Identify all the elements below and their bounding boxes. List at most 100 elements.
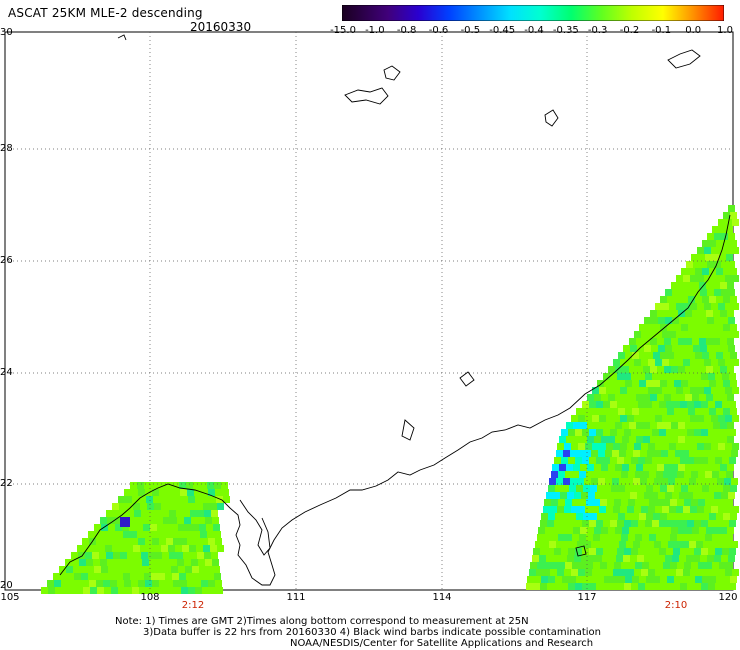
data-pixel xyxy=(645,548,652,555)
data-pixel xyxy=(713,464,720,471)
data-pixel xyxy=(656,562,663,569)
data-pixel xyxy=(585,415,592,422)
data-pixel xyxy=(700,317,707,324)
data-pixel xyxy=(548,513,555,520)
data-pixel xyxy=(706,527,713,534)
data-pixel xyxy=(628,499,635,506)
data-pixel xyxy=(114,517,121,524)
data-pixel xyxy=(555,513,562,520)
data-pixel xyxy=(600,562,607,569)
data-pixel xyxy=(662,387,669,394)
data-pixel xyxy=(141,510,148,517)
data-pixel xyxy=(206,524,213,531)
data-pixel xyxy=(138,538,145,545)
data-pixel xyxy=(634,415,641,422)
data-pixel xyxy=(721,345,728,352)
data-pixel xyxy=(664,310,671,317)
data-pixel xyxy=(717,478,724,485)
data-pixel xyxy=(718,415,725,422)
data-pixel xyxy=(629,422,636,429)
data-pixel xyxy=(191,559,198,566)
data-pixel xyxy=(151,573,158,580)
data-pixel xyxy=(615,366,622,373)
data-pixel xyxy=(121,559,128,566)
data-pixel xyxy=(680,548,687,555)
data-pixel xyxy=(680,520,687,527)
data-pixel xyxy=(594,422,601,429)
data-pixel xyxy=(715,373,722,380)
data-pixel xyxy=(617,520,624,527)
data-pixel xyxy=(609,555,616,562)
data-pixel xyxy=(662,415,669,422)
data-pixel xyxy=(589,457,596,464)
data-pixel xyxy=(701,457,708,464)
data-pixel xyxy=(116,531,123,538)
data-pixel xyxy=(190,552,197,559)
data-pixel xyxy=(682,450,689,457)
data-pixel xyxy=(669,443,676,450)
data-pixel xyxy=(678,338,685,345)
data-pixel xyxy=(661,478,668,485)
data-pixel xyxy=(656,471,663,478)
data-pixel xyxy=(190,510,197,517)
data-pixel xyxy=(707,492,714,499)
data-pixel xyxy=(726,534,733,541)
data-pixel xyxy=(564,506,571,513)
data-pixel xyxy=(690,303,697,310)
data-pixel xyxy=(165,573,172,580)
data-pixel xyxy=(693,261,700,268)
data-pixel xyxy=(706,394,713,401)
data-pixel xyxy=(649,562,656,569)
data-pixel xyxy=(610,457,617,464)
data-pixel xyxy=(556,450,563,457)
data-pixel xyxy=(729,401,736,408)
data-pixel xyxy=(81,573,88,580)
data-pixel xyxy=(613,443,620,450)
data-pixel xyxy=(590,408,597,415)
data-pixel xyxy=(718,359,725,366)
data-pixel xyxy=(685,338,692,345)
data-pixel xyxy=(663,471,670,478)
data-pixel xyxy=(722,373,729,380)
data-pixel xyxy=(606,569,613,576)
data-pixel xyxy=(621,534,628,541)
data-pixel xyxy=(727,310,734,317)
data-pixel xyxy=(589,583,596,590)
data-pixel xyxy=(611,408,618,415)
data-pixel xyxy=(709,380,716,387)
data-pixel xyxy=(671,394,678,401)
data-pixel xyxy=(731,450,738,457)
data-pixel xyxy=(112,545,119,552)
data-pixel xyxy=(707,261,714,268)
data-pixel xyxy=(697,247,704,254)
data-pixel xyxy=(725,569,732,576)
data-pixel xyxy=(138,580,145,587)
data-pixel xyxy=(126,503,133,510)
data-pixel xyxy=(724,541,731,548)
data-pixel xyxy=(96,580,103,587)
data-pixel xyxy=(556,541,563,548)
data-pixel xyxy=(595,492,602,499)
data-pixel xyxy=(653,485,660,492)
data-pixel xyxy=(601,527,608,534)
data-pixel xyxy=(622,527,629,534)
data-pixel xyxy=(666,583,673,590)
data-pixel xyxy=(618,576,625,583)
data-pixel xyxy=(610,401,617,408)
data-pixel xyxy=(693,317,700,324)
data-pixel xyxy=(624,520,631,527)
data-pixel xyxy=(669,569,676,576)
data-pixel xyxy=(609,492,616,499)
data-pixel xyxy=(568,457,575,464)
data-pixel xyxy=(130,482,137,489)
data-pixel xyxy=(586,471,593,478)
data-pixel xyxy=(704,415,711,422)
data-pixel xyxy=(186,573,193,580)
data-pixel xyxy=(598,478,605,485)
data-pixel xyxy=(152,489,159,496)
data-pixel xyxy=(540,548,547,555)
data-pixel xyxy=(603,429,610,436)
data-pixel xyxy=(732,303,739,310)
data-pixel xyxy=(597,513,604,520)
data-pixel xyxy=(533,583,540,590)
